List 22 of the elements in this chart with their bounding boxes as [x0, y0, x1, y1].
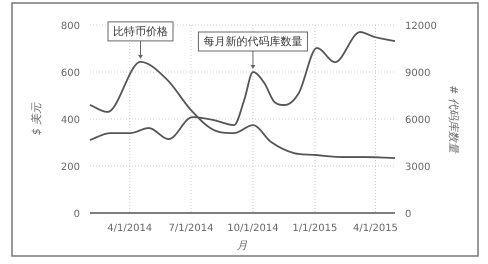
x-tick-label: 4/1/2015	[353, 223, 398, 234]
annotation: 每月新的代码库数量	[203, 35, 302, 48]
y2-tick-label: 9000	[405, 68, 430, 79]
y-tick-label: 800	[60, 21, 80, 32]
annotation: 比特币价格	[108, 21, 174, 59]
x-tick-label: 4/1/2014	[107, 223, 152, 234]
y2-tick-label: 12000	[405, 21, 437, 32]
y2-tick-label: 6000	[405, 115, 430, 126]
y-tick-label: 600	[60, 68, 80, 79]
y-tick-label: 0	[74, 209, 80, 220]
x-tick-label: 10/1/2014	[227, 223, 279, 234]
y-axis-title: $ 美元	[30, 102, 43, 136]
y-tick-label: 200	[60, 162, 80, 173]
annotation: 比特币价格	[112, 24, 168, 38]
y2-axis-title: # 代码库数量	[447, 85, 460, 154]
x-axis-title: 月	[236, 239, 248, 252]
annotation: 每月新的代码库数量	[198, 32, 308, 69]
x-tick-label: 1/1/2015	[292, 223, 338, 234]
y-tick-label: 400	[60, 115, 80, 126]
y2-tick-label: 3000	[405, 162, 430, 173]
y2-tick-label: 0	[405, 209, 412, 220]
x-tick-label: 7/1/2014	[168, 223, 214, 234]
